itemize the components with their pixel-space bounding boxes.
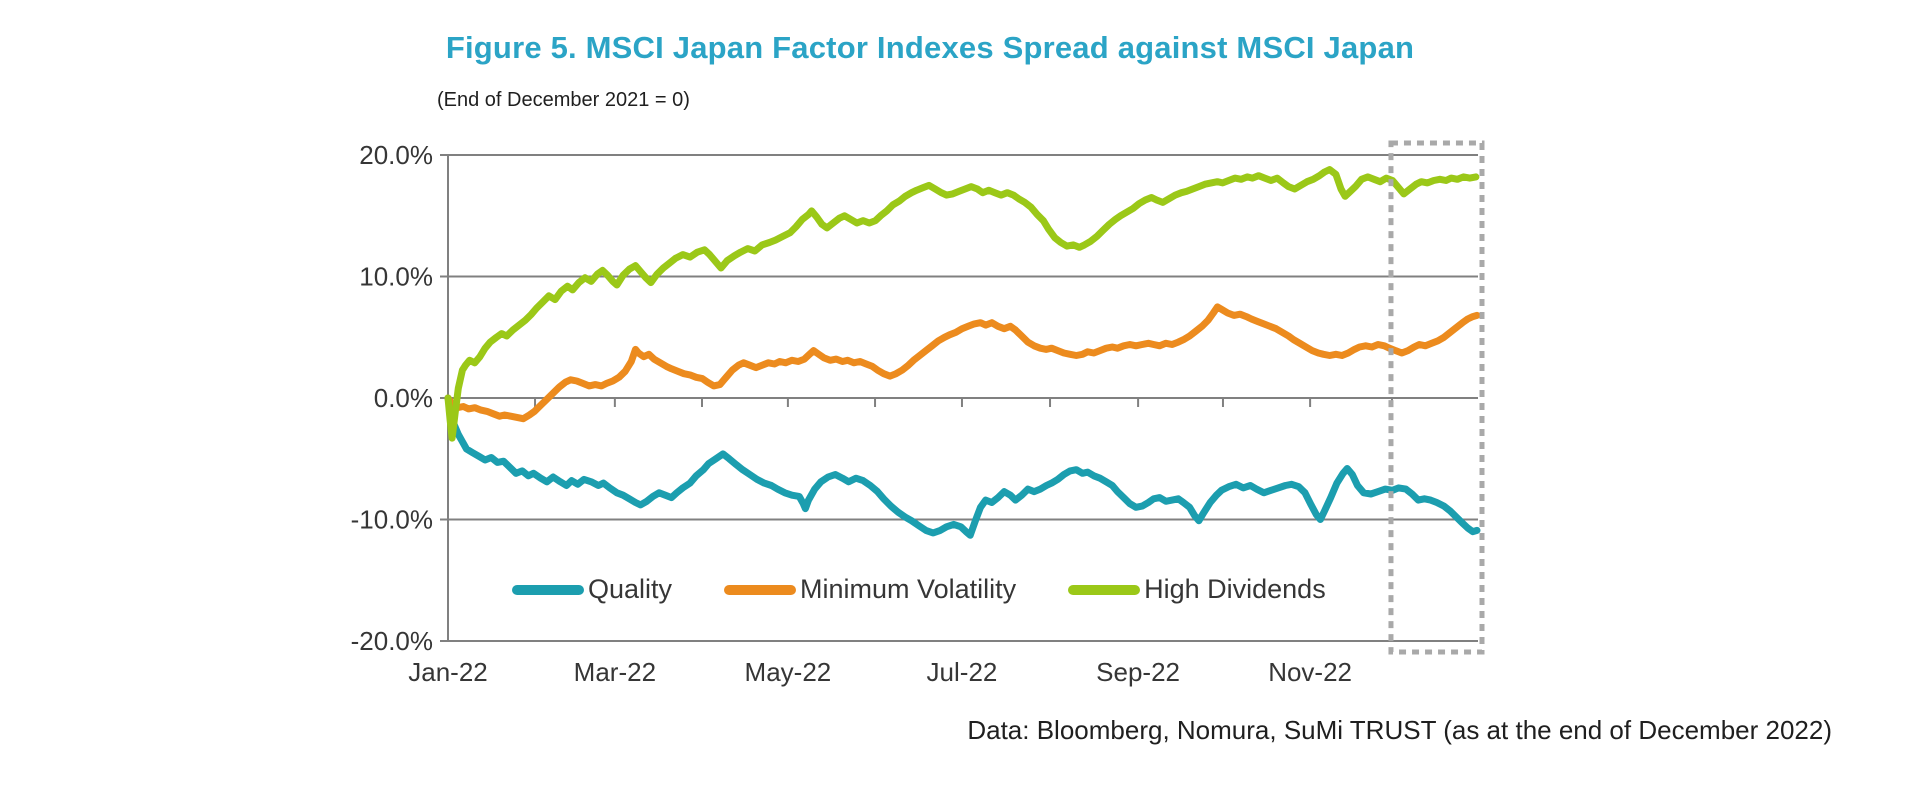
minimum-volatility-line <box>444 303 1481 423</box>
x-axis-label: Jan-22 <box>408 657 488 687</box>
chart-legend: Quality Minimum Volatility High Dividend… <box>512 574 1326 605</box>
quality-line-swatch-icon <box>512 584 584 595</box>
y-axis-label: 0.0% <box>374 383 433 413</box>
x-axis-label: Mar-22 <box>574 657 656 687</box>
december-2022-highlight-box <box>1388 140 1485 655</box>
axis-note: (End of December 2021 = 0) <box>437 89 690 111</box>
y-axis-label: 10.0% <box>359 262 433 292</box>
x-axis-label: May-22 <box>745 657 832 687</box>
source-note: Data: Bloomberg, Nomura, SuMi TRUST (as … <box>967 715 1832 745</box>
x-axis-label: Jul-22 <box>927 657 998 687</box>
quality-line <box>444 394 1481 539</box>
legend-item-quality: Quality <box>512 574 672 605</box>
legend-label-high-dividends: High Dividends <box>1144 574 1326 604</box>
y-axis-label: -20.0% <box>351 626 433 656</box>
y-axis-label: 20.0% <box>359 140 433 170</box>
legend-item-high-dividends: High Dividends <box>1068 574 1326 605</box>
x-axis-label: Sep-22 <box>1096 657 1180 687</box>
high-dividends-line <box>444 166 1480 442</box>
legend-item-minimum-volatility: Minimum Volatility <box>724 574 1016 605</box>
y-axis-label: -10.0% <box>351 505 433 535</box>
x-axis-label: Nov-22 <box>1268 657 1352 687</box>
figure-title: Figure 5. MSCI Japan Factor Indexes Spre… <box>445 30 1415 65</box>
minimum-volatility-line-swatch-icon <box>724 584 797 595</box>
legend-label-quality: Quality <box>588 574 673 604</box>
high-dividends-line-swatch-icon <box>1068 584 1141 595</box>
legend-label-minimum-volatility: Minimum Volatility <box>800 574 1017 604</box>
